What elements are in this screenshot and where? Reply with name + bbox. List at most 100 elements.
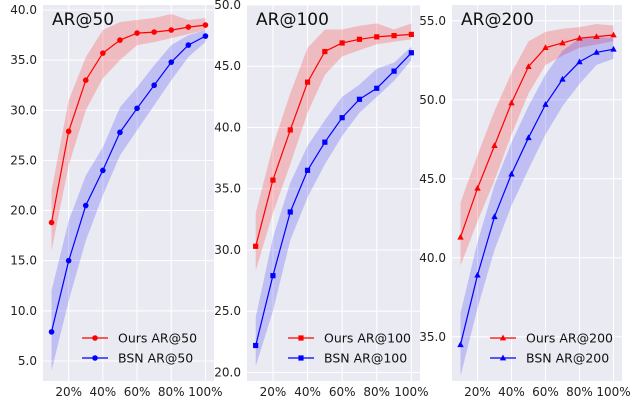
data-point-bsn — [339, 115, 345, 121]
x-tick-label: 80% — [363, 385, 390, 399]
data-point-bsn — [593, 48, 600, 55]
data-point-ours — [202, 22, 209, 28]
data-point-bsn — [82, 202, 89, 209]
legend-label: Ours AR@100 — [324, 331, 411, 346]
series-band-bsn — [460, 36, 614, 377]
data-point-bsn — [491, 213, 498, 220]
series-band-ours — [255, 23, 412, 271]
y-tick-label: 35.0 — [214, 182, 241, 196]
y-tick-label: 25.0 — [214, 304, 241, 318]
series-line-ours — [459, 34, 614, 238]
x-tick-label: 40% — [498, 385, 525, 399]
data-point-ours — [525, 63, 532, 70]
data-point-bsn — [202, 33, 209, 39]
data-point-ours — [474, 184, 481, 191]
data-point-bsn — [474, 271, 481, 278]
data-point-bsn — [391, 68, 397, 74]
plot-background — [452, 5, 622, 381]
data-point-ours — [82, 77, 89, 83]
data-point-ours — [457, 233, 464, 240]
data-point-ours — [593, 33, 600, 39]
data-point-bsn — [457, 341, 464, 348]
x-tick-label: 100% — [596, 385, 630, 399]
legend-marker — [499, 334, 507, 341]
chart-panel-ar50: 20% 40% 60% 80% 100% 5.0 10.0 15.0 20.0 25.0 30.0 3… — [10, 3, 222, 399]
y-tick-label: 40.0 — [419, 251, 446, 265]
x-tick-label: 100% — [188, 385, 222, 399]
data-point-bsn — [134, 105, 140, 112]
data-point-ours — [185, 24, 192, 30]
y-tick-label: 40.0 — [10, 3, 37, 17]
data-point-bsn — [356, 96, 363, 102]
legend-label: BSN AR@100 — [324, 351, 407, 366]
x-tick-label: 80% — [566, 385, 593, 399]
data-point-bsn — [287, 209, 293, 215]
data-point-bsn — [253, 342, 259, 349]
data-point-bsn — [185, 42, 192, 48]
legend-marker — [298, 355, 304, 361]
data-point-ours — [542, 44, 549, 51]
data-point-bsn — [270, 273, 276, 279]
legend-marker — [499, 354, 507, 361]
data-point-ours — [391, 33, 397, 39]
chart-title: AR@200 — [461, 10, 534, 30]
legend-label: Ours AR@200 — [526, 331, 613, 346]
chart-title: AR@100 — [256, 10, 329, 30]
data-point-bsn — [304, 167, 311, 173]
y-tick-label: 20.0 — [10, 204, 37, 218]
x-tick-label: 100% — [394, 385, 428, 399]
y-tick-label: 50.0 — [214, 0, 241, 12]
chart-panel-ar200: 20% 40% 60% 80% 100% 35.0 40.0 45.0 50.0 55.0 AR@2… — [419, 5, 631, 399]
data-point-bsn — [100, 167, 106, 174]
y-tick-label: 35.0 — [419, 330, 446, 344]
data-point-bsn — [48, 329, 55, 335]
series-line-bsn — [255, 52, 412, 346]
data-point-ours — [491, 142, 498, 149]
series-line-ours — [50, 24, 206, 223]
data-point-ours — [508, 99, 515, 106]
data-point-bsn — [559, 75, 566, 82]
data-point-ours — [253, 243, 259, 249]
x-tick-label: 20% — [260, 385, 287, 399]
x-tick-label: 20% — [55, 385, 82, 399]
y-tick-label: 15.0 — [10, 254, 37, 268]
data-point-bsn — [65, 257, 72, 264]
data-point-ours — [117, 37, 123, 43]
data-point-bsn — [168, 59, 175, 65]
series-line-ours — [255, 33, 412, 247]
legend-marker — [92, 335, 98, 341]
data-point-ours — [168, 27, 175, 33]
y-tick-label: 25.0 — [10, 153, 37, 167]
data-point-ours — [65, 128, 72, 135]
data-point-bsn — [576, 58, 583, 65]
chart-title: AR@50 — [52, 10, 114, 30]
x-tick-label: 60% — [124, 385, 151, 399]
chart-panel-ar100: 20% 40% 60% 80% 100% 20.0 25.0 30.0 35.0 40.0 45.0… — [214, 0, 428, 399]
series-line-bsn — [459, 48, 614, 345]
plot-background — [247, 5, 420, 381]
x-tick-label: 40% — [90, 385, 117, 399]
data-point-bsn — [542, 101, 549, 107]
legend-marker — [92, 355, 98, 361]
data-point-ours — [559, 39, 566, 46]
data-point-bsn — [508, 170, 515, 177]
y-tick-label: 30.0 — [214, 243, 241, 257]
data-point-bsn — [322, 139, 328, 145]
data-point-bsn — [374, 85, 380, 91]
legend: Ours AR@100 BSN AR@100 — [288, 331, 411, 366]
data-point-ours — [134, 30, 140, 36]
data-point-ours — [270, 177, 276, 183]
series-band-bsn — [255, 46, 412, 367]
x-tick-label: 80% — [158, 385, 185, 399]
x-tick-label: 60% — [532, 385, 559, 399]
x-tick-label: 20% — [464, 385, 491, 399]
data-point-bsn — [610, 45, 617, 52]
legend-label: BSN AR@50 — [118, 351, 193, 366]
y-tick-label: 10.0 — [10, 304, 37, 318]
data-point-ours — [48, 219, 55, 226]
y-tick-label: 30.0 — [10, 103, 37, 117]
y-tick-label: 55.0 — [419, 14, 446, 28]
data-point-bsn — [151, 82, 157, 89]
legend-label: BSN AR@200 — [526, 351, 609, 366]
